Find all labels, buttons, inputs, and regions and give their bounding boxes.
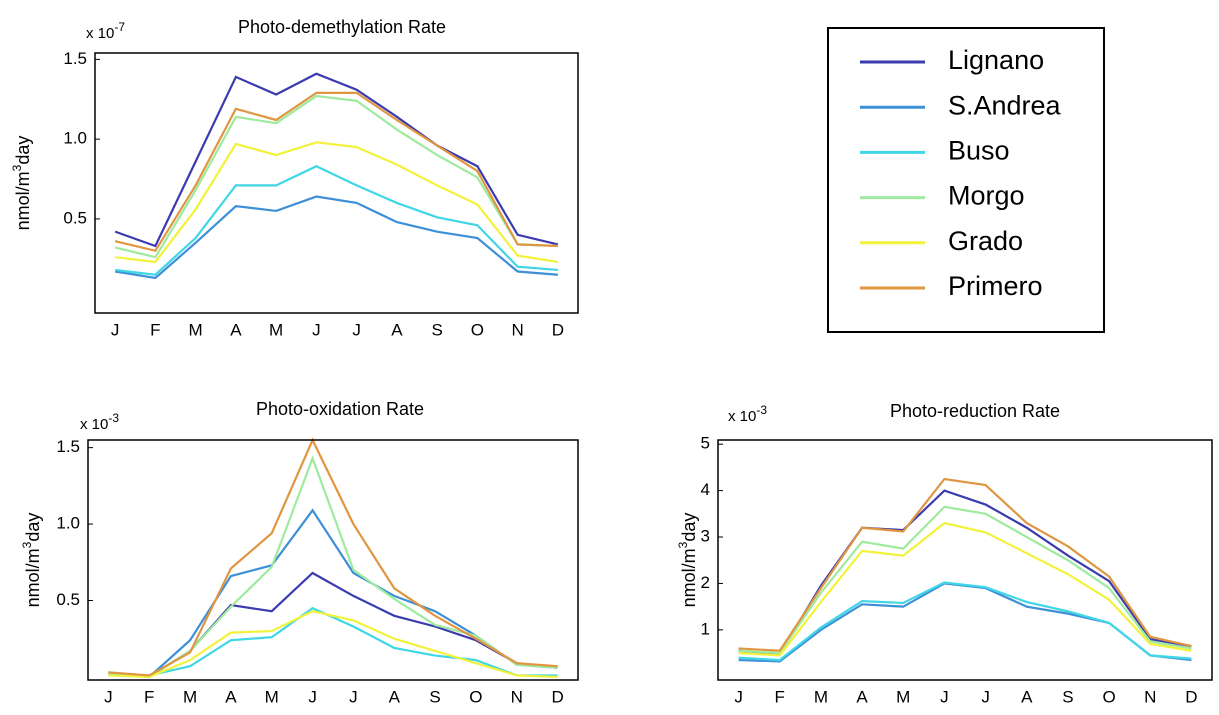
x-tick-label: S [1062,687,1073,706]
y-axis-label-unit: nmol/m [679,548,699,607]
x-tick-label: D [1185,687,1197,706]
series-line [114,72,559,248]
y-multiplier-exponent: -3 [108,411,119,425]
x-tick-label: F [775,687,785,706]
x-tick-label: A [1021,687,1033,706]
series-line [738,521,1192,657]
y-tick-label: 1.0 [63,129,87,148]
y-tick-label: 5 [701,434,710,453]
series-line [114,165,558,276]
y-tick-label: 1 [701,619,710,638]
x-tick-label: J [104,687,113,706]
legend-label: Primero [948,271,1043,301]
series-line [738,505,1192,655]
legend-label: Buso [948,136,1010,166]
y-axis-label-sup: 3 [10,164,24,171]
series-line [108,606,558,677]
y-multiplier-base: x 10 [728,408,756,425]
series-line [108,610,558,679]
x-tick-label: A [856,687,868,706]
x-tick-label: S [429,687,440,706]
series-line [738,477,1192,652]
y-tick-label: 0.5 [56,590,80,609]
plot-frame [87,439,579,681]
y-tick-label: 3 [701,527,710,546]
y-tick-label: 1.5 [63,49,87,68]
y-tick-label: 4 [701,480,710,499]
x-tick-label: M [814,687,828,706]
x-tick-label: J [940,687,949,706]
y-multiplier: x 10-7 [86,20,125,42]
chart-title: Photo-oxidation Rate [256,399,424,419]
y-multiplier: x 10-3 [80,411,119,433]
y-axis-label: nmol/m3day [20,513,43,608]
x-tick-label: O [471,320,484,339]
y-tick-label: 0.5 [63,208,87,227]
legend-label: Lignano [948,45,1044,75]
y-axis-label-sup: 3 [676,541,690,548]
x-tick-label: A [391,320,403,339]
x-tick-label: F [144,687,154,706]
series-line [114,94,558,259]
x-tick-label: M [265,687,279,706]
x-tick-label: F [150,320,160,339]
x-tick-label: J [349,687,358,706]
x-tick-label: N [1144,687,1156,706]
legend-label: Morgo [948,181,1025,211]
y-multiplier-exponent: -3 [756,403,767,417]
y-axis-label-end: day [13,136,33,165]
series-line [738,581,1192,662]
x-tick-label: M [896,687,910,706]
x-tick-label: O [469,687,482,706]
x-tick-label: D [551,687,563,706]
y-multiplier: x 10-3 [728,403,767,425]
series-line [114,91,558,253]
y-multiplier-base: x 10 [86,25,114,42]
y-axis-label-end: day [679,513,699,542]
x-tick-label: J [111,320,120,339]
y-multiplier-base: x 10 [80,416,108,433]
x-tick-label: J [308,687,317,706]
y-axis-label-sup: 3 [20,541,34,548]
x-tick-label: A [225,687,237,706]
series-line [114,195,558,280]
plot-frame [94,52,579,314]
series-line [108,455,558,679]
y-axis-label-unit: nmol/m [13,171,33,230]
series-line [108,508,558,679]
y-axis-label: nmol/m3day [676,513,699,608]
y-axis-label: nmol/m3day [10,136,33,231]
x-tick-label: J [312,320,321,339]
legend-label: S.Andrea [948,90,1062,120]
y-axis-label-unit: nmol/m [23,548,43,607]
x-tick-label: N [511,320,523,339]
y-tick-label: 1.0 [56,514,80,533]
x-tick-label: D [552,320,564,339]
series-line [738,489,1192,656]
series-line [114,141,559,264]
series-line [108,437,558,677]
y-multiplier-exponent: -7 [114,20,125,34]
y-tick-label: 1.5 [56,437,80,456]
x-tick-label: J [352,320,361,339]
x-tick-label: M [189,320,203,339]
chart-title: Photo-reduction Rate [890,401,1060,421]
x-tick-label: N [511,687,523,706]
x-tick-label: M [183,687,197,706]
y-axis-label-end: day [23,513,43,542]
y-tick-label: 2 [701,573,710,592]
x-tick-label: A [389,687,401,706]
x-tick-label: S [431,320,442,339]
x-tick-label: A [230,320,242,339]
x-tick-label: J [981,687,990,706]
x-tick-label: J [734,687,743,706]
legend-label: Grado [948,226,1023,256]
x-tick-label: O [1102,687,1115,706]
x-tick-label: M [269,320,283,339]
chart-title: Photo-demethylation Rate [238,17,446,37]
legend-box [827,27,1105,333]
plot-frame [717,439,1213,681]
